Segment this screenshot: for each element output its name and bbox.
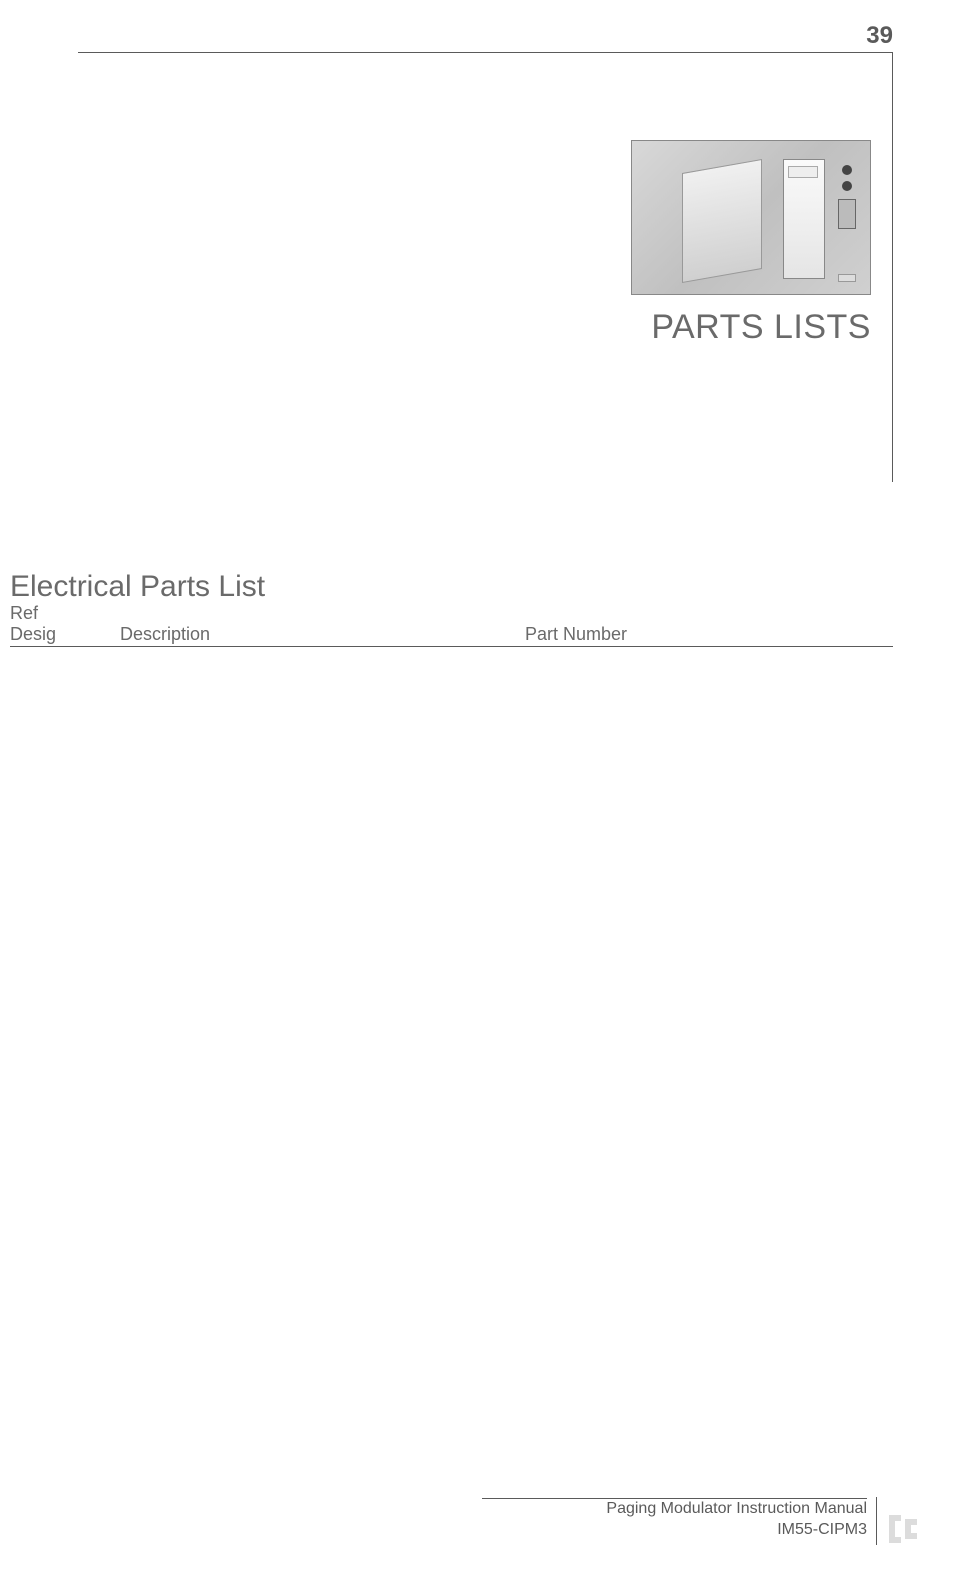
page-number: 39 <box>866 22 893 50</box>
footer-text: Paging Modulator Instruction Manual IM55… <box>606 1499 867 1541</box>
parts-table-section: Electrical Parts List Ref Desig Descript… <box>10 570 893 647</box>
column-part-number: Part Number <box>525 624 893 645</box>
top-rule <box>78 52 893 53</box>
column-description: Description <box>120 624 525 645</box>
footer-logo-icon <box>883 1509 923 1549</box>
footer-line1: Paging Modulator Instruction Manual <box>606 1499 867 1520</box>
footer-divider <box>876 1497 877 1545</box>
subsection-title: Electrical Parts List <box>10 570 893 603</box>
footer-line2: IM55-CIPM3 <box>606 1520 867 1541</box>
product-image <box>631 140 871 295</box>
column-ref-line1: Ref <box>10 603 38 623</box>
column-ref-desig: Ref Desig <box>10 603 120 644</box>
table-header-row: Ref Desig Description Part Number <box>10 603 893 647</box>
column-ref-line2: Desig <box>10 624 56 644</box>
section-title: PARTS LISTS <box>651 308 871 347</box>
right-rule <box>892 52 893 482</box>
